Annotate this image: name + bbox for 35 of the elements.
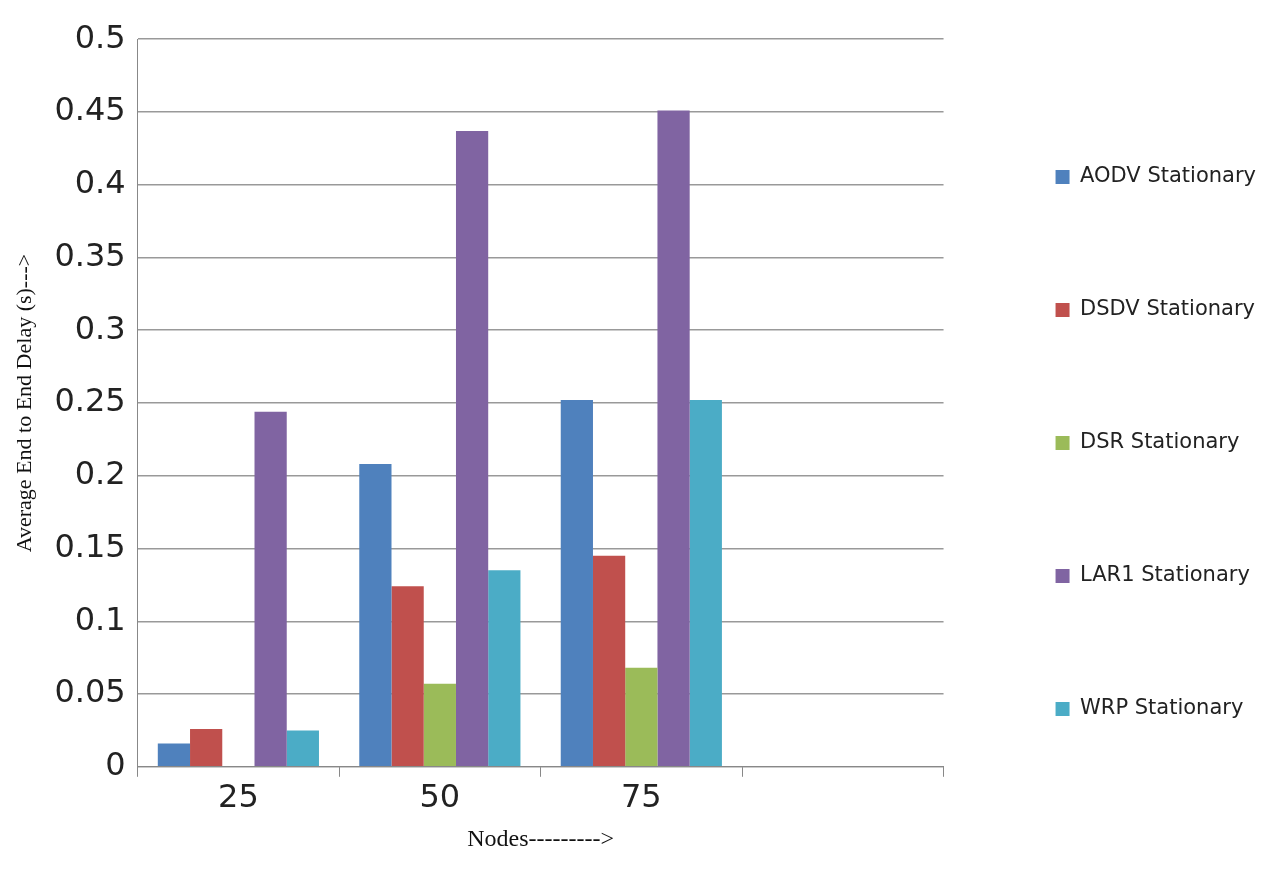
legend-label: DSR Stationary [1080,429,1240,454]
y-tick-label: 0.4 [74,163,126,202]
y-axis-title: Average End to End Delay (s)---> [10,253,36,553]
bar [592,555,626,767]
bar [391,586,424,767]
bar [689,400,722,767]
legend-label: LAR1 Stationary [1080,562,1250,587]
y-tick-label: 0.25 [54,381,126,420]
legend-label: DSDV Stationary [1080,296,1255,321]
bar [455,130,489,767]
bar [359,464,392,767]
y-tick-label: 0.5 [74,17,126,56]
y-tick-label: 0.2 [74,454,126,493]
bar [488,570,521,767]
x-tick-label: 25 [218,777,259,816]
y-tick-label: 0.35 [54,235,126,274]
bar [657,110,690,767]
y-tick-label: 0 [105,745,126,784]
y-tick-label: 0.1 [74,599,126,638]
bar [560,400,593,767]
bar [190,728,223,767]
x-tick-label: 50 [419,777,461,816]
x-tick-label: 75 [620,777,662,816]
bar [423,683,456,767]
bar [625,667,658,767]
bar [157,743,191,767]
bar [254,411,287,767]
y-tick-label: 0.3 [74,308,126,347]
x-axis-title: Nodes---------> [467,824,614,851]
bar [286,730,319,767]
y-tick-label: 0.05 [54,672,126,711]
legend-label: AODV Stationary [1080,163,1257,188]
y-tick-label: 0.15 [54,526,126,565]
legend-label: WRP Stationary [1080,695,1244,720]
y-tick-label: 0.45 [54,90,126,129]
